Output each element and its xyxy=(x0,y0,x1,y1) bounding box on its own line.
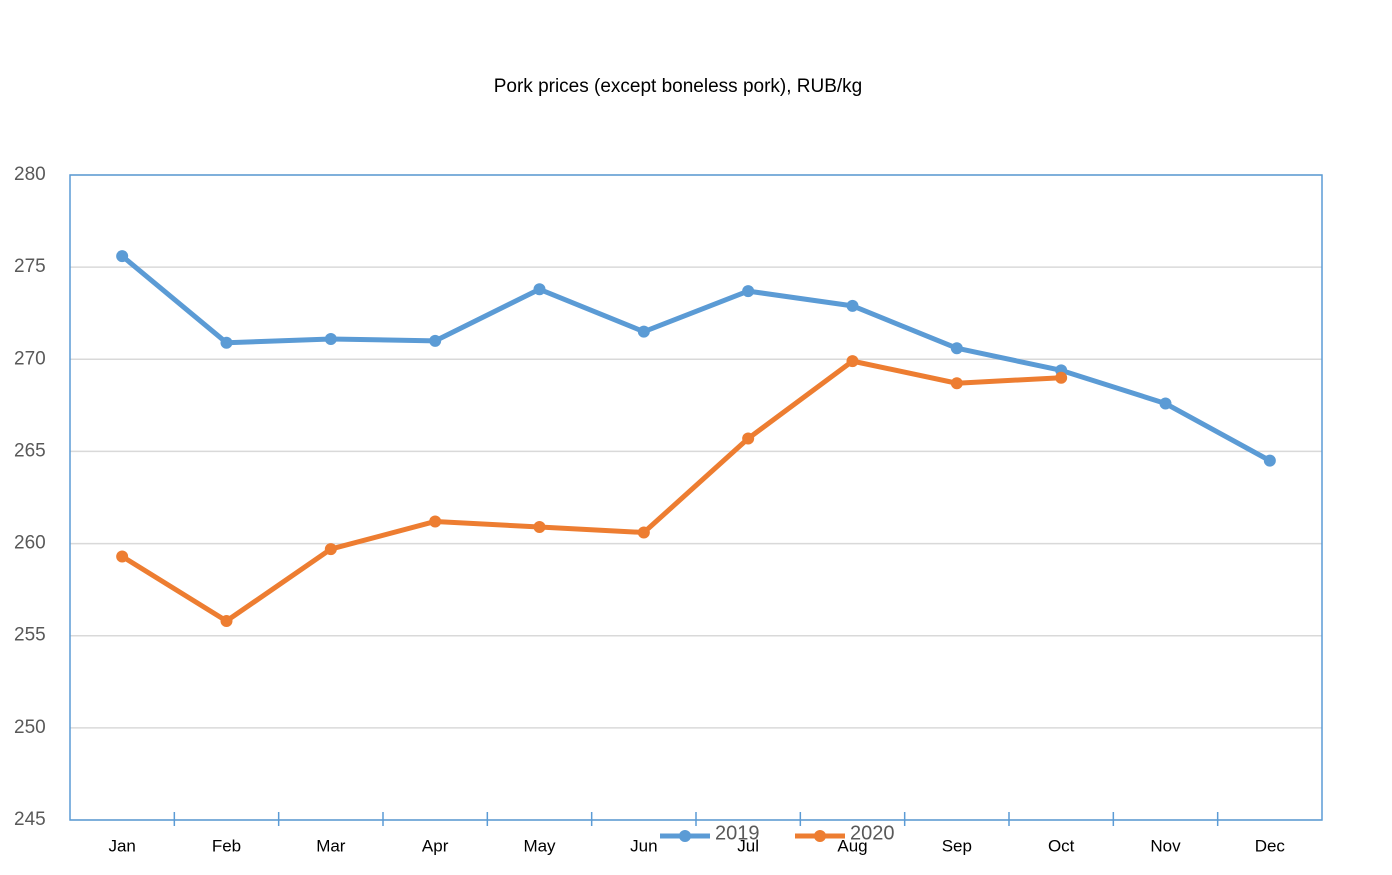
data-point xyxy=(116,550,129,563)
x-tick-label: Apr xyxy=(422,836,449,855)
legend-label: 2019 xyxy=(715,822,760,844)
y-tick-label: 260 xyxy=(14,533,46,554)
x-tick-label: Jan xyxy=(108,836,135,855)
data-point xyxy=(1263,454,1276,467)
y-tick-label: 250 xyxy=(14,717,46,738)
data-point xyxy=(846,355,859,368)
data-point xyxy=(220,614,233,627)
data-point xyxy=(1159,397,1172,410)
legend-marker xyxy=(814,830,826,842)
data-point xyxy=(429,334,442,347)
data-point xyxy=(742,432,755,445)
data-point xyxy=(324,543,337,556)
x-tick-label: Jul xyxy=(737,836,759,855)
y-tick-label: 245 xyxy=(14,809,46,830)
y-tick-label: 255 xyxy=(14,625,46,646)
data-point xyxy=(324,333,337,346)
x-tick-label: May xyxy=(523,836,556,855)
data-point xyxy=(742,285,755,298)
x-tick-label: Sep xyxy=(942,836,972,855)
legend-marker xyxy=(679,830,691,842)
data-point xyxy=(637,526,650,539)
x-tick-label: Feb xyxy=(212,836,241,855)
data-point xyxy=(1055,371,1068,384)
data-point xyxy=(220,336,233,349)
data-point xyxy=(116,250,129,263)
series-line xyxy=(120,254,1272,463)
data-point xyxy=(429,515,442,528)
x-tick-label: Jun xyxy=(630,836,657,855)
legend-label: 2020 xyxy=(850,822,895,844)
data-point xyxy=(533,520,546,533)
y-tick-label: 275 xyxy=(14,256,46,277)
x-tick-label: Nov xyxy=(1150,836,1181,855)
series-line xyxy=(120,358,1062,624)
data-point xyxy=(950,342,963,355)
x-tick-label: Mar xyxy=(316,836,346,855)
data-point xyxy=(533,283,546,296)
data-point xyxy=(950,377,963,390)
y-tick-label: 270 xyxy=(14,348,46,369)
chart-title: Pork prices (except boneless pork), RUB/… xyxy=(494,76,863,97)
data-point xyxy=(846,299,859,312)
x-tick-label: Aug xyxy=(837,836,867,855)
x-tick-label: Oct xyxy=(1048,836,1075,855)
data-point xyxy=(637,325,650,338)
y-tick-label: 280 xyxy=(14,164,46,185)
y-tick-label: 265 xyxy=(14,440,46,461)
x-tick-label: Dec xyxy=(1255,836,1286,855)
